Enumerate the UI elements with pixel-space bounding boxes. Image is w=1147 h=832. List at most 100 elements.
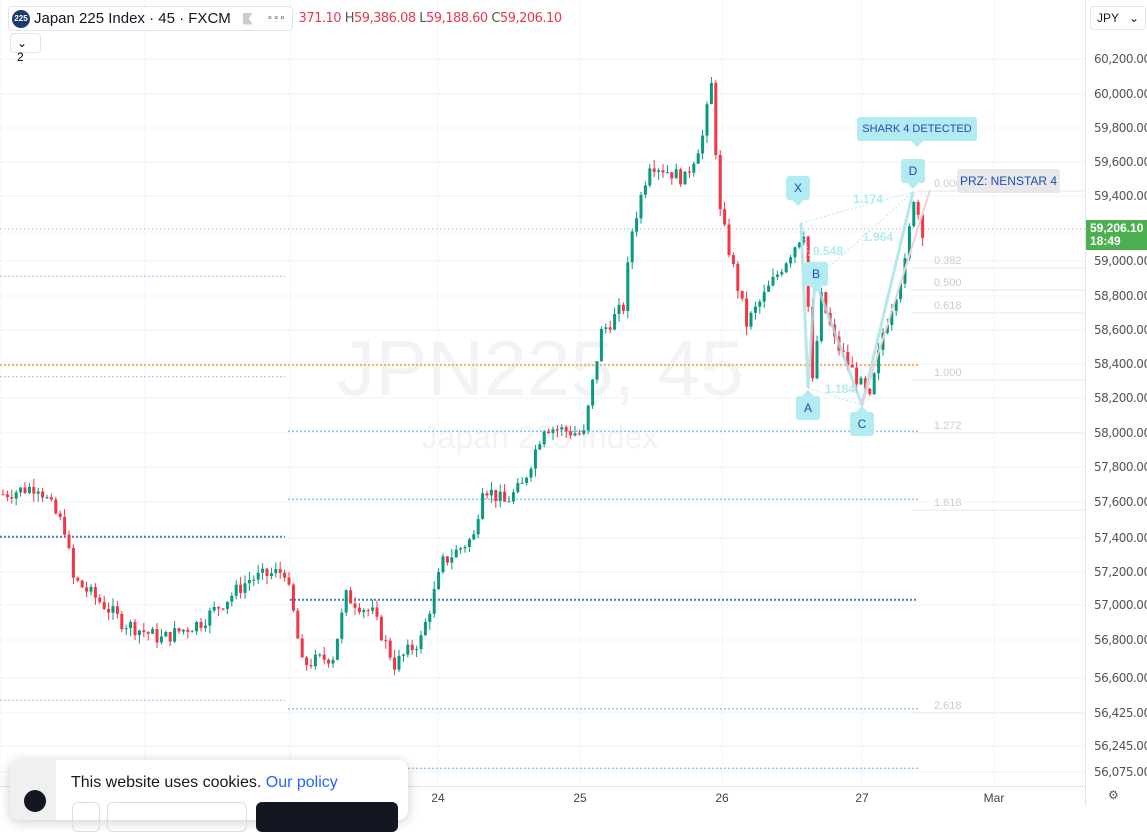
candle-body [569,431,573,436]
candle-body [718,155,722,210]
candle-body [71,547,75,578]
candle-body [564,427,568,432]
symbol-title: Japan 225 Index · 45 · FXCM [34,10,231,27]
candle-body [868,388,872,395]
candle-body [670,172,674,179]
cookie-policy-link[interactable]: Our policy [265,774,338,791]
candle-body [379,616,383,641]
candle-body [133,622,137,636]
cookie-accept-button[interactable] [256,802,398,832]
candle-body [181,629,185,632]
cookie-settings-button[interactable] [72,802,100,832]
price-tick-label: 57,800.00 [1094,460,1147,474]
candle-body [793,247,797,258]
candle-body [151,629,155,634]
candle-body [815,340,819,379]
candle-body [872,373,876,395]
candle-body [767,285,771,292]
price-tick-label: 60,200.00 [1094,52,1147,66]
candle-body [643,185,647,195]
candle-body [102,602,106,609]
symbol-selector[interactable]: 225 Japan 225 Index · 45 · FXCM ∘∘∘ [8,6,293,31]
fib-level-label: 0.500 [934,277,962,289]
fib-level-label: 1.618 [934,497,962,509]
candle-body [701,135,705,154]
candle-body [437,572,441,590]
candle-body [775,274,779,277]
marker-pointer [856,406,868,412]
price-tick-label: 56,800.00 [1094,633,1147,647]
price-tick-label: 59,600.00 [1094,155,1147,169]
currency-selector[interactable]: JPY ⌄ [1090,6,1146,30]
candle-body [542,431,546,445]
candle-body [617,304,621,315]
ratio-label: 1.964 [863,230,893,244]
candle-body [296,610,300,639]
candle-body [10,497,14,499]
candle-body [498,491,502,502]
price-tick-label: 57,400.00 [1094,531,1147,545]
price-tick-label: 59,000.00 [1094,254,1147,268]
candle-body [450,557,454,563]
candle-body [459,548,463,550]
settings-icon[interactable]: ⚙ [1108,788,1119,802]
candle-body [683,171,687,185]
candle-body [921,214,925,238]
candle-body [89,586,93,592]
candle-body [305,657,309,665]
candle-body [322,654,326,660]
price-tick-label: 59,400.00 [1094,189,1147,203]
candle-body [186,629,190,632]
candle-body [410,644,414,650]
candle-body [907,226,911,259]
cookie-manage-button[interactable] [107,802,247,832]
price-tick-label: 58,000.00 [1094,426,1147,440]
candle-body [745,298,749,327]
cookie-banner: This website uses cookies. Our policy [10,760,408,832]
candle-body [481,493,485,519]
candle-body [652,168,656,172]
candle-body [639,194,643,219]
price-tick-label: 56,600.00 [1094,671,1147,685]
pattern-point-label: C [858,417,867,431]
price-tick-label: 58,800.00 [1094,289,1147,303]
candle-body [243,583,247,593]
pattern-point-label: X [794,181,802,195]
candle-body [441,556,445,573]
candle-body [727,224,731,256]
price-tick-label: 58,400.00 [1094,357,1147,371]
more-icon[interactable]: ∘∘∘ [266,13,286,24]
ratio-label: 1.174 [853,192,883,206]
candle-body [740,290,744,299]
candle-body [454,549,458,558]
candle-body [278,569,282,573]
candle-body [758,301,762,307]
candle-body [23,487,27,493]
candle-body [789,257,793,264]
candle-body [115,606,119,614]
candle-body [27,486,31,493]
indicators-toggle-button[interactable]: ⌄ 2 [10,33,41,64]
candle-body [366,610,370,612]
candle-body [397,655,401,670]
candle-body [696,153,700,164]
candle-body [577,433,581,435]
candle-body [665,172,669,174]
prz-line [861,189,931,406]
cookie-icon [24,790,46,812]
candle-body [899,283,903,300]
flag-icon[interactable] [242,12,253,25]
candle-body [547,431,551,433]
candle-body [749,312,753,327]
candle-body [538,444,542,450]
candle-body [560,427,564,430]
candle-body [463,547,467,549]
candle-body [340,612,344,639]
price-scale[interactable]: JPY ⌄ 60,200.00 60,000.00 59,800.00 59,600.0… [1085,0,1147,806]
candle-body [371,607,375,611]
candle-body [239,584,243,593]
candle-body [428,613,432,622]
candle-body [269,573,273,577]
candle-body [850,364,854,368]
